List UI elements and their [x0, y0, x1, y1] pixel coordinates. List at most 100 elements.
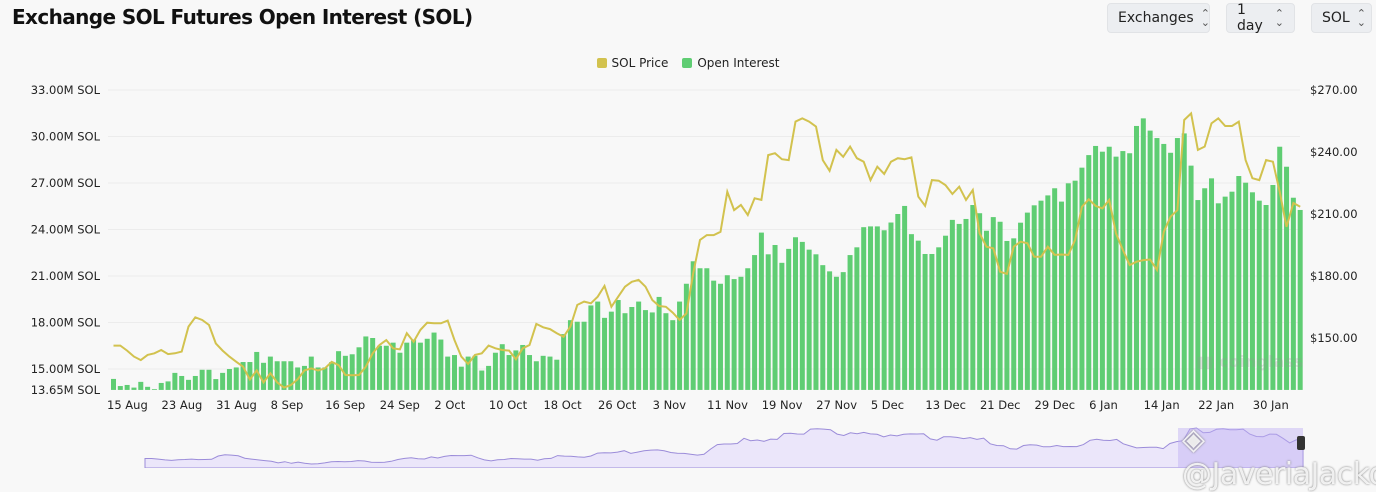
open-interest-bar — [417, 342, 423, 390]
open-interest-bar — [513, 350, 519, 390]
open-interest-bar — [868, 226, 874, 390]
open-interest-bar — [131, 387, 137, 390]
open-interest-bar — [1134, 125, 1139, 390]
open-interest-bar — [479, 370, 485, 390]
open-interest-bar — [1065, 183, 1071, 390]
open-interest-bar — [1202, 188, 1208, 390]
open-interest-bar — [724, 275, 730, 390]
y-right-tick-label: $180.00 — [1310, 269, 1358, 283]
chevron-up-down-icon: ⌃ ⌄ — [1200, 7, 1210, 29]
open-interest-bar — [1127, 153, 1133, 390]
open-interest-bar — [1215, 203, 1221, 390]
open-interest-bar — [990, 217, 996, 390]
open-interest-bar — [322, 367, 328, 390]
open-interest-bar — [765, 254, 771, 390]
open-interest-bar — [717, 283, 723, 390]
y-left-tick-label: 27.00M SOL — [31, 176, 101, 190]
open-interest-bar — [458, 366, 464, 390]
open-interest-bar — [840, 272, 846, 390]
open-interest-bar — [240, 362, 246, 390]
unit-select[interactable]: SOL ⌃ ⌄ — [1311, 3, 1372, 33]
open-interest-chart: 33.00M SOL 30.00M SOL 27.00M SOL 24.00M SOL… — [31, 83, 1358, 468]
interval-select[interactable]: 1 day ⌃ ⌄ — [1226, 2, 1295, 34]
open-interest-bar — [247, 362, 253, 390]
page-title: Exchange SOL Futures Open Interest (SOL) — [12, 5, 473, 29]
open-interest-bar — [438, 339, 444, 390]
range-navigator[interactable] — [144, 427, 1305, 468]
x-tick-label: 14 Jan — [1144, 398, 1180, 412]
open-interest-bar — [881, 230, 887, 390]
open-interest-bar — [1079, 167, 1085, 390]
open-interest-bar — [315, 367, 321, 390]
open-interest-bar — [1249, 192, 1255, 390]
open-interest-bar — [1297, 209, 1303, 390]
open-interest-bar — [1106, 146, 1112, 390]
open-interest-bar — [1113, 156, 1119, 390]
author-watermark: ◈ @JaveriaJacko — [1182, 422, 1376, 492]
open-interest-bar — [431, 332, 437, 390]
x-tick-label: 5 Dec — [871, 398, 904, 412]
x-tick-label: 30 Jan — [1253, 398, 1289, 412]
open-interest-bar — [1086, 155, 1092, 390]
open-interest-bar — [608, 311, 614, 390]
open-interest-bar — [561, 334, 567, 390]
unit-select-label: SOL — [1322, 10, 1350, 26]
open-interest-bar — [261, 362, 267, 390]
open-interest-bar — [615, 300, 621, 390]
open-interest-bar — [540, 355, 546, 390]
y-right-tick-label: $150.00 — [1310, 331, 1358, 345]
open-interest-bar — [329, 362, 335, 390]
x-tick-label: 11 Nov — [707, 398, 748, 412]
x-tick-label: 13 Dec — [925, 398, 966, 412]
open-interest-bar — [192, 375, 198, 390]
open-interest-bar — [820, 265, 826, 390]
legend-item-sol-price[interactable]: SOL Price — [596, 56, 668, 70]
exchanges-select[interactable]: Exchanges ⌃ ⌄ — [1107, 3, 1210, 33]
open-interest-bar — [520, 344, 526, 390]
open-interest-bar — [622, 313, 628, 390]
open-interest-bar — [704, 268, 710, 390]
open-interest-bar — [758, 232, 764, 390]
open-interest-bar — [1181, 133, 1187, 390]
open-interest-bar — [199, 369, 205, 390]
open-interest-bar — [472, 355, 478, 390]
open-interest-bar — [670, 320, 676, 390]
open-interest-bar — [1209, 178, 1215, 390]
open-interest-bar — [554, 359, 560, 390]
open-interest-bar — [308, 356, 314, 390]
open-interest-bar — [1290, 197, 1296, 390]
navigator-handle[interactable] — [1297, 436, 1305, 450]
open-interest-bar — [786, 248, 792, 390]
legend-swatch-sol-price — [596, 58, 607, 68]
open-interest-bar — [465, 356, 471, 390]
open-interest-bar — [336, 351, 342, 390]
open-interest-bar — [888, 222, 894, 390]
open-interest-bar — [213, 379, 219, 390]
open-interest-bar — [301, 365, 307, 390]
open-interest-bar — [138, 381, 144, 390]
open-interest-bar — [376, 345, 382, 390]
exchanges-select-label: Exchanges — [1118, 10, 1194, 26]
open-interest-bar — [574, 321, 580, 390]
open-interest-bar — [929, 253, 935, 390]
open-interest-bar — [656, 296, 662, 390]
open-interest-bar — [772, 245, 778, 390]
y-left-tick-label: 24.00M SOL — [31, 223, 101, 237]
interval-select-label: 1 day — [1237, 2, 1263, 34]
open-interest-bar — [874, 226, 880, 390]
x-tick-label: 2 Oct — [434, 398, 465, 412]
open-interest-bar — [956, 223, 962, 390]
open-interest-bar — [902, 205, 908, 390]
open-interest-bar — [915, 240, 921, 390]
open-interest-bar — [1277, 146, 1283, 390]
open-interest-bar — [1011, 238, 1017, 390]
open-interest-bar — [411, 339, 417, 390]
legend-item-open-interest[interactable]: Open Interest — [682, 56, 779, 70]
coinglass-watermark: ▮▮ coinglass — [1196, 352, 1304, 371]
open-interest-bar — [533, 361, 539, 390]
open-interest-bar — [799, 241, 805, 390]
legend-swatch-open-interest — [682, 58, 693, 68]
y-left-tick-label: 18.00M SOL — [31, 316, 101, 330]
open-interest-bar — [1154, 138, 1160, 390]
open-interest-bar — [342, 355, 348, 390]
